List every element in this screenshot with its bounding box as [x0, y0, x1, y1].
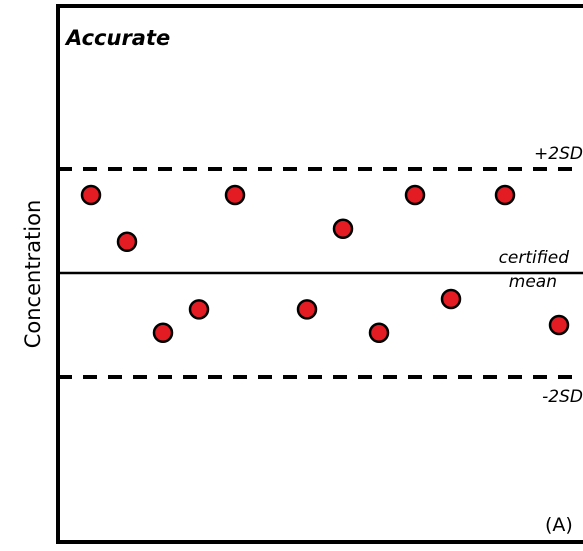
- data-point: [404, 184, 426, 206]
- data-point: [368, 322, 390, 344]
- data-point: [440, 288, 462, 310]
- data-point: [494, 184, 516, 206]
- reference-label-minus-2sd: -2SD: [542, 387, 583, 407]
- data-point: [80, 184, 102, 206]
- data-point: [296, 299, 318, 320]
- data-point: [224, 184, 246, 206]
- data-point: [332, 218, 354, 240]
- data-points: [80, 184, 570, 344]
- data-point: [188, 299, 210, 320]
- reference-lines: [58, 167, 583, 379]
- y-axis-label: Concentration: [21, 200, 45, 349]
- data-point: [152, 322, 174, 344]
- data-point: [548, 314, 570, 336]
- reference-label-certified-mean: certified mean: [499, 248, 570, 292]
- reference-labels: +2SD certified mean -2SD: [499, 144, 583, 407]
- panel-label: (A): [545, 514, 573, 536]
- chart-title: Accurate: [64, 26, 170, 50]
- reference-label-plusminus-2sd: +2SD: [534, 144, 583, 164]
- data-point: [116, 231, 138, 253]
